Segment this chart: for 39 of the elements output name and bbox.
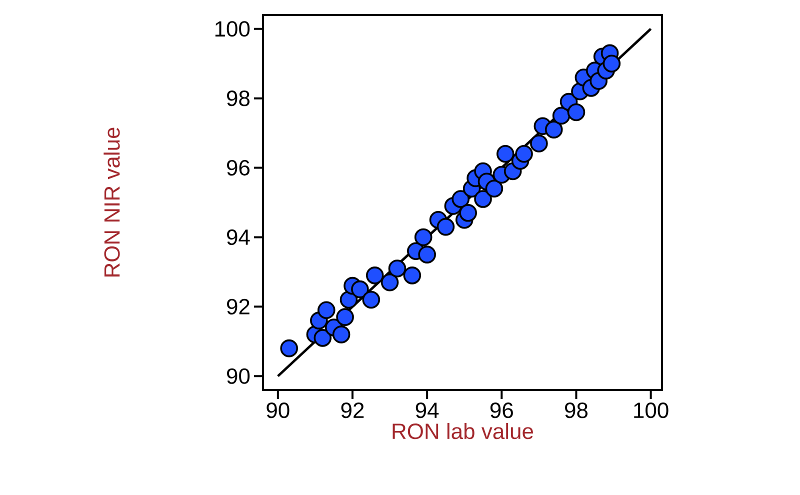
point: [418, 246, 436, 264]
point: [496, 144, 514, 163]
point: [436, 218, 455, 236]
x-tick-label: 94: [416, 402, 439, 418]
point: [380, 273, 399, 292]
point: [388, 260, 406, 278]
point: [414, 228, 432, 246]
x-tick-label: 90: [266, 402, 290, 418]
point: [314, 329, 332, 347]
x-tick-label: 98: [565, 402, 588, 418]
y-tick-label: 100: [215, 21, 250, 37]
point: [332, 326, 350, 344]
y-tick-label: 96: [227, 160, 250, 176]
y-tick-label: 98: [227, 90, 250, 106]
x-axis-title: RON lab value: [392, 422, 534, 440]
point: [552, 106, 570, 125]
y-tick-label: 90: [227, 368, 250, 384]
point: [403, 266, 422, 284]
point: [544, 120, 563, 138]
point: [280, 339, 298, 358]
x-tick-label: 96: [490, 402, 513, 418]
point: [351, 280, 369, 298]
point: [530, 134, 548, 152]
x-tick-label: 100: [634, 402, 668, 418]
point: [567, 103, 586, 122]
point: [336, 308, 354, 326]
point: [366, 266, 384, 284]
y-tick-label: 92: [227, 298, 250, 314]
point: [515, 144, 533, 163]
y-axis-title: RON NIR value: [104, 128, 120, 276]
y-tick-label: 94: [227, 229, 250, 246]
point: [362, 290, 380, 309]
x-tick-label: 92: [341, 402, 364, 418]
point: [485, 180, 504, 198]
point: [452, 190, 470, 208]
point: [602, 54, 621, 73]
point: [459, 204, 477, 222]
point: [474, 190, 492, 208]
point: [317, 301, 336, 320]
